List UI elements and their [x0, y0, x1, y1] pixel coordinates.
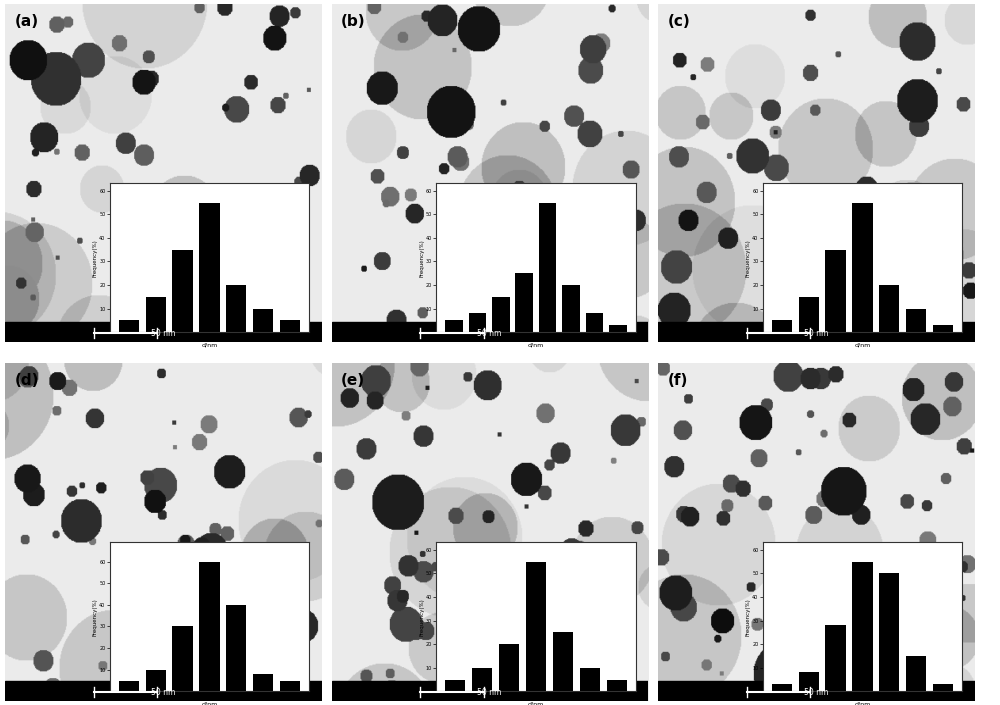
Bar [332, 681, 648, 701]
Text: 50 nm: 50 nm [151, 329, 175, 338]
Bar [658, 681, 975, 701]
Text: 50 nm: 50 nm [151, 688, 175, 697]
Text: (c): (c) [668, 13, 690, 29]
Text: 50 nm: 50 nm [477, 688, 502, 697]
Text: 50 nm: 50 nm [477, 329, 502, 338]
Bar [5, 681, 322, 701]
Text: (b): (b) [341, 13, 366, 29]
Bar [5, 322, 322, 343]
Bar [332, 322, 648, 343]
Text: 50 nm: 50 nm [804, 329, 828, 338]
Bar [658, 322, 975, 343]
Text: (f): (f) [668, 373, 688, 388]
Text: (e): (e) [341, 373, 365, 388]
Text: 50 nm: 50 nm [804, 688, 828, 697]
Text: (d): (d) [15, 373, 39, 388]
Text: (a): (a) [15, 13, 39, 29]
